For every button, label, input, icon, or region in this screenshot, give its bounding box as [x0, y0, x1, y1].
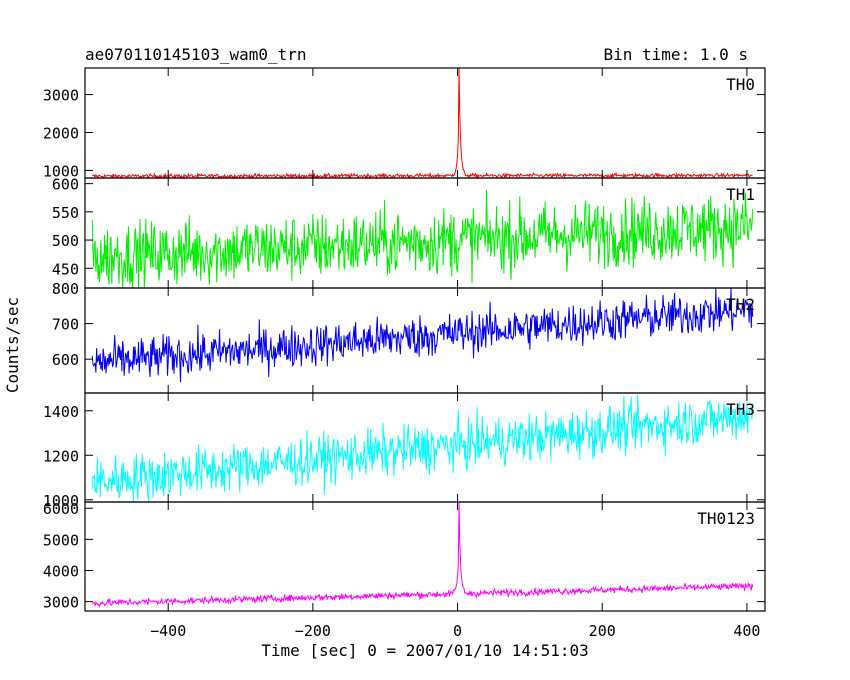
y-tick-label: 700: [52, 316, 79, 334]
chart-title: ae070110145103_wam0_trn: [85, 45, 307, 64]
series-line-th1: [91, 189, 754, 289]
y-axis-label: Counts/sec: [3, 297, 22, 393]
bin-time-label: Bin time: 1.0 s: [604, 45, 749, 64]
x-tick-label: −400: [150, 622, 186, 640]
series-line-th3: [91, 394, 754, 503]
y-tick-label: 800: [52, 280, 79, 298]
y-tick-label: 1200: [43, 447, 79, 465]
y-tick-label: 4000: [43, 563, 79, 581]
y-tick-label: 500: [52, 232, 79, 250]
y-tick-label: 1400: [43, 403, 79, 421]
panel-label-th0: TH0: [726, 75, 755, 94]
y-tick-label: 1000: [43, 492, 79, 510]
x-tick-label: 0: [453, 622, 462, 640]
panel-label-th1: TH1: [726, 185, 755, 204]
panels-group: 100020003000TH0450500550600TH1600700800T…: [43, 67, 766, 640]
y-tick-label: 550: [52, 204, 79, 222]
x-tick-label: −200: [295, 622, 331, 640]
series-line-th0: [92, 67, 753, 180]
panel-label-th3: TH3: [726, 400, 755, 419]
x-axis-label: Time [sec] 0 = 2007/01/10 14:51:03: [261, 641, 589, 660]
y-tick-label: 6000: [43, 500, 79, 518]
panel-frame-th0: [84, 67, 766, 179]
panel-label-th0123: TH0123: [697, 509, 755, 528]
y-tick-label: 600: [52, 351, 79, 369]
y-tick-label: 5000: [43, 531, 79, 549]
y-tick-label: 2000: [43, 124, 79, 142]
x-tick-label: 400: [733, 622, 760, 640]
y-tick-label: 600: [52, 176, 79, 194]
series-line-th2: [91, 287, 754, 383]
panel-label-th2: TH2: [726, 295, 755, 314]
y-tick-label: 3000: [43, 87, 79, 105]
y-tick-label: 1000: [43, 162, 79, 180]
x-tick-label: 200: [589, 622, 616, 640]
series-line-th0123: [92, 501, 754, 608]
y-tick-label: 3000: [43, 594, 79, 612]
y-tick-label: 450: [52, 260, 79, 278]
panel-frame-th0123: [84, 501, 766, 612]
